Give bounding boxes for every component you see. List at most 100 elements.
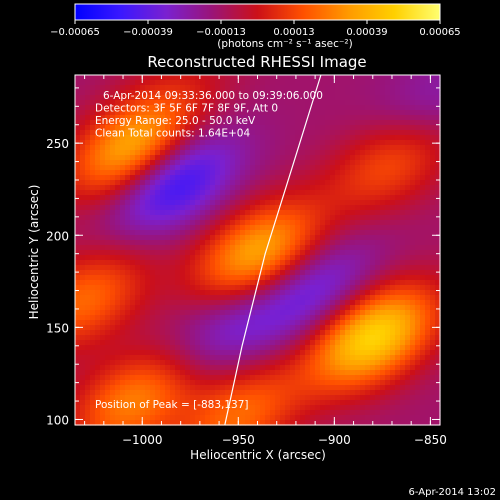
heatmap-cell <box>105 210 111 216</box>
heatmap-cell <box>415 240 421 246</box>
heatmap-cell <box>180 410 186 416</box>
heatmap-cell <box>175 205 181 211</box>
heatmap-cell <box>375 105 381 111</box>
heatmap-cell <box>190 365 196 371</box>
heatmap-cell <box>155 320 161 326</box>
heatmap-cell <box>265 165 271 171</box>
heatmap-cell <box>85 300 91 306</box>
heatmap-cell <box>220 350 226 356</box>
heatmap-cell <box>420 115 426 121</box>
heatmap-cell <box>340 80 346 86</box>
heatmap-cell <box>425 310 431 316</box>
heatmap-cell <box>85 185 91 191</box>
heatmap-cell <box>340 380 346 386</box>
heatmap-cell <box>215 360 221 366</box>
heatmap-cell <box>420 290 426 296</box>
heatmap-cell <box>170 200 176 206</box>
heatmap-cell <box>120 170 126 176</box>
heatmap-cell <box>130 170 136 176</box>
heatmap-cell <box>400 140 406 146</box>
heatmap-cell <box>245 210 251 216</box>
heatmap-cell <box>190 150 196 156</box>
heatmap-cell <box>200 390 206 396</box>
heatmap-cell <box>265 130 271 136</box>
heatmap-cell <box>320 365 326 371</box>
heatmap-cell <box>155 215 161 221</box>
heatmap-cell <box>100 200 106 206</box>
heatmap-cell <box>255 355 261 361</box>
heatmap-cell <box>345 80 351 86</box>
heatmap-cell <box>190 385 196 391</box>
heatmap-cell <box>420 250 426 256</box>
heatmap-cell <box>85 95 91 101</box>
heatmap-cell <box>320 280 326 286</box>
heatmap-cell <box>220 300 226 306</box>
heatmap-cell <box>385 140 391 146</box>
heatmap-cell <box>285 320 291 326</box>
heatmap-cell <box>350 190 356 196</box>
heatmap-cell <box>325 140 331 146</box>
heatmap-cell <box>340 175 346 181</box>
heatmap-cell <box>95 150 101 156</box>
heatmap-cell <box>135 240 141 246</box>
heatmap-cell <box>155 130 161 136</box>
heatmap-cell <box>430 375 436 381</box>
heatmap-cell <box>375 275 381 281</box>
heatmap-cell <box>275 110 281 116</box>
heatmap-cell <box>160 160 166 166</box>
heatmap-cell <box>195 365 201 371</box>
heatmap-cell <box>205 100 211 106</box>
heatmap-cell <box>305 255 311 261</box>
heatmap-cell <box>110 130 116 136</box>
heatmap-cell <box>375 210 381 216</box>
heatmap-cell <box>400 190 406 196</box>
heatmap-cell <box>245 95 251 101</box>
heatmap-cell <box>290 230 296 236</box>
heatmap-cell <box>420 125 426 131</box>
heatmap-cell <box>105 155 111 161</box>
heatmap-cell <box>310 305 316 311</box>
heatmap-cell <box>385 105 391 111</box>
heatmap-cell <box>375 375 381 381</box>
heatmap-cell <box>360 340 366 346</box>
heatmap-cell <box>300 170 306 176</box>
heatmap-cell <box>175 380 181 386</box>
heatmap-cell <box>75 205 81 211</box>
heatmap-cell <box>330 90 336 96</box>
heatmap-cell <box>100 380 106 386</box>
heatmap-cell <box>295 395 301 401</box>
heatmap-cell <box>290 145 296 151</box>
heatmap-cell <box>205 265 211 271</box>
heatmap-cell <box>370 215 376 221</box>
heatmap-cell <box>210 120 216 126</box>
heatmap-cell <box>180 245 186 251</box>
heatmap-cell <box>320 165 326 171</box>
heatmap-cell <box>285 210 291 216</box>
heatmap-cell <box>235 115 241 121</box>
heatmap-cell <box>165 250 171 256</box>
heatmap-cell <box>135 415 141 421</box>
heatmap-cell <box>365 315 371 321</box>
heatmap-cell <box>320 225 326 231</box>
heatmap-cell <box>315 330 321 336</box>
heatmap-cell <box>275 135 281 141</box>
heatmap-cell <box>395 245 401 251</box>
heatmap-cell <box>95 320 101 326</box>
heatmap-cell <box>220 185 226 191</box>
heatmap-cell <box>435 175 441 181</box>
heatmap-cell <box>345 155 351 161</box>
heatmap-cell <box>285 310 291 316</box>
heatmap-cell <box>355 135 361 141</box>
heatmap-cell <box>100 225 106 231</box>
heatmap-cell <box>80 225 86 231</box>
heatmap-cell <box>130 140 136 146</box>
heatmap-cell <box>260 335 266 341</box>
heatmap-cell <box>285 330 291 336</box>
heatmap-cell <box>360 95 366 101</box>
heatmap-cell <box>325 150 331 156</box>
heatmap-cell <box>225 405 231 411</box>
heatmap-cell <box>235 90 241 96</box>
heatmap-cell <box>250 380 256 386</box>
heatmap-cell <box>265 220 271 226</box>
heatmap-cell <box>435 145 441 151</box>
